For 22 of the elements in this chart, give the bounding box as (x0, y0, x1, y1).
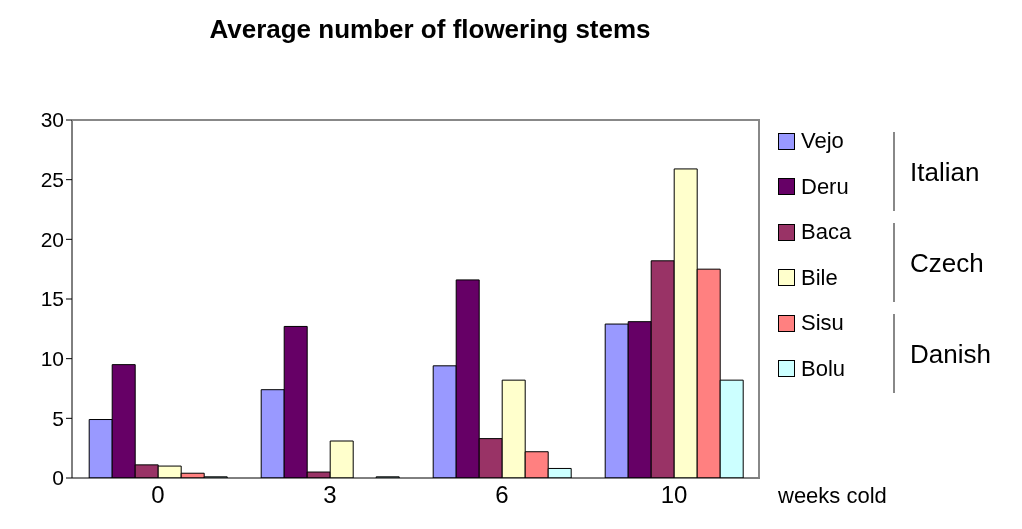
legend-label: Bile (801, 264, 838, 291)
x-axis-title: weeks cold (778, 483, 887, 509)
y-tick-label: 30 (40, 108, 64, 132)
text: Italian (910, 156, 980, 188)
legend-label: Baca (801, 219, 852, 245)
y-tick-label: 20 (40, 227, 64, 251)
text: Czech (910, 247, 984, 279)
x-tick-label: 0 (151, 481, 165, 509)
y-tick-label: 25 (40, 168, 64, 192)
legend-label: Deru (801, 173, 849, 200)
legend-label: Bolu (801, 355, 846, 382)
x-tick-label: 3 (323, 481, 337, 509)
chart-title: Average number of flowering stems (208, 14, 652, 45)
legend-label: Sisu (801, 310, 844, 336)
x-tick-label: 10 (660, 481, 688, 509)
legend-label: Vejo (801, 128, 844, 154)
y-tick-label: 0 (52, 466, 64, 490)
y-tick-label: 10 (40, 347, 64, 371)
y-tick-label: 15 (40, 287, 64, 311)
x-tick-label: 6 (495, 481, 509, 509)
y-tick-label: 5 (52, 406, 64, 430)
text: Danish (910, 338, 991, 370)
